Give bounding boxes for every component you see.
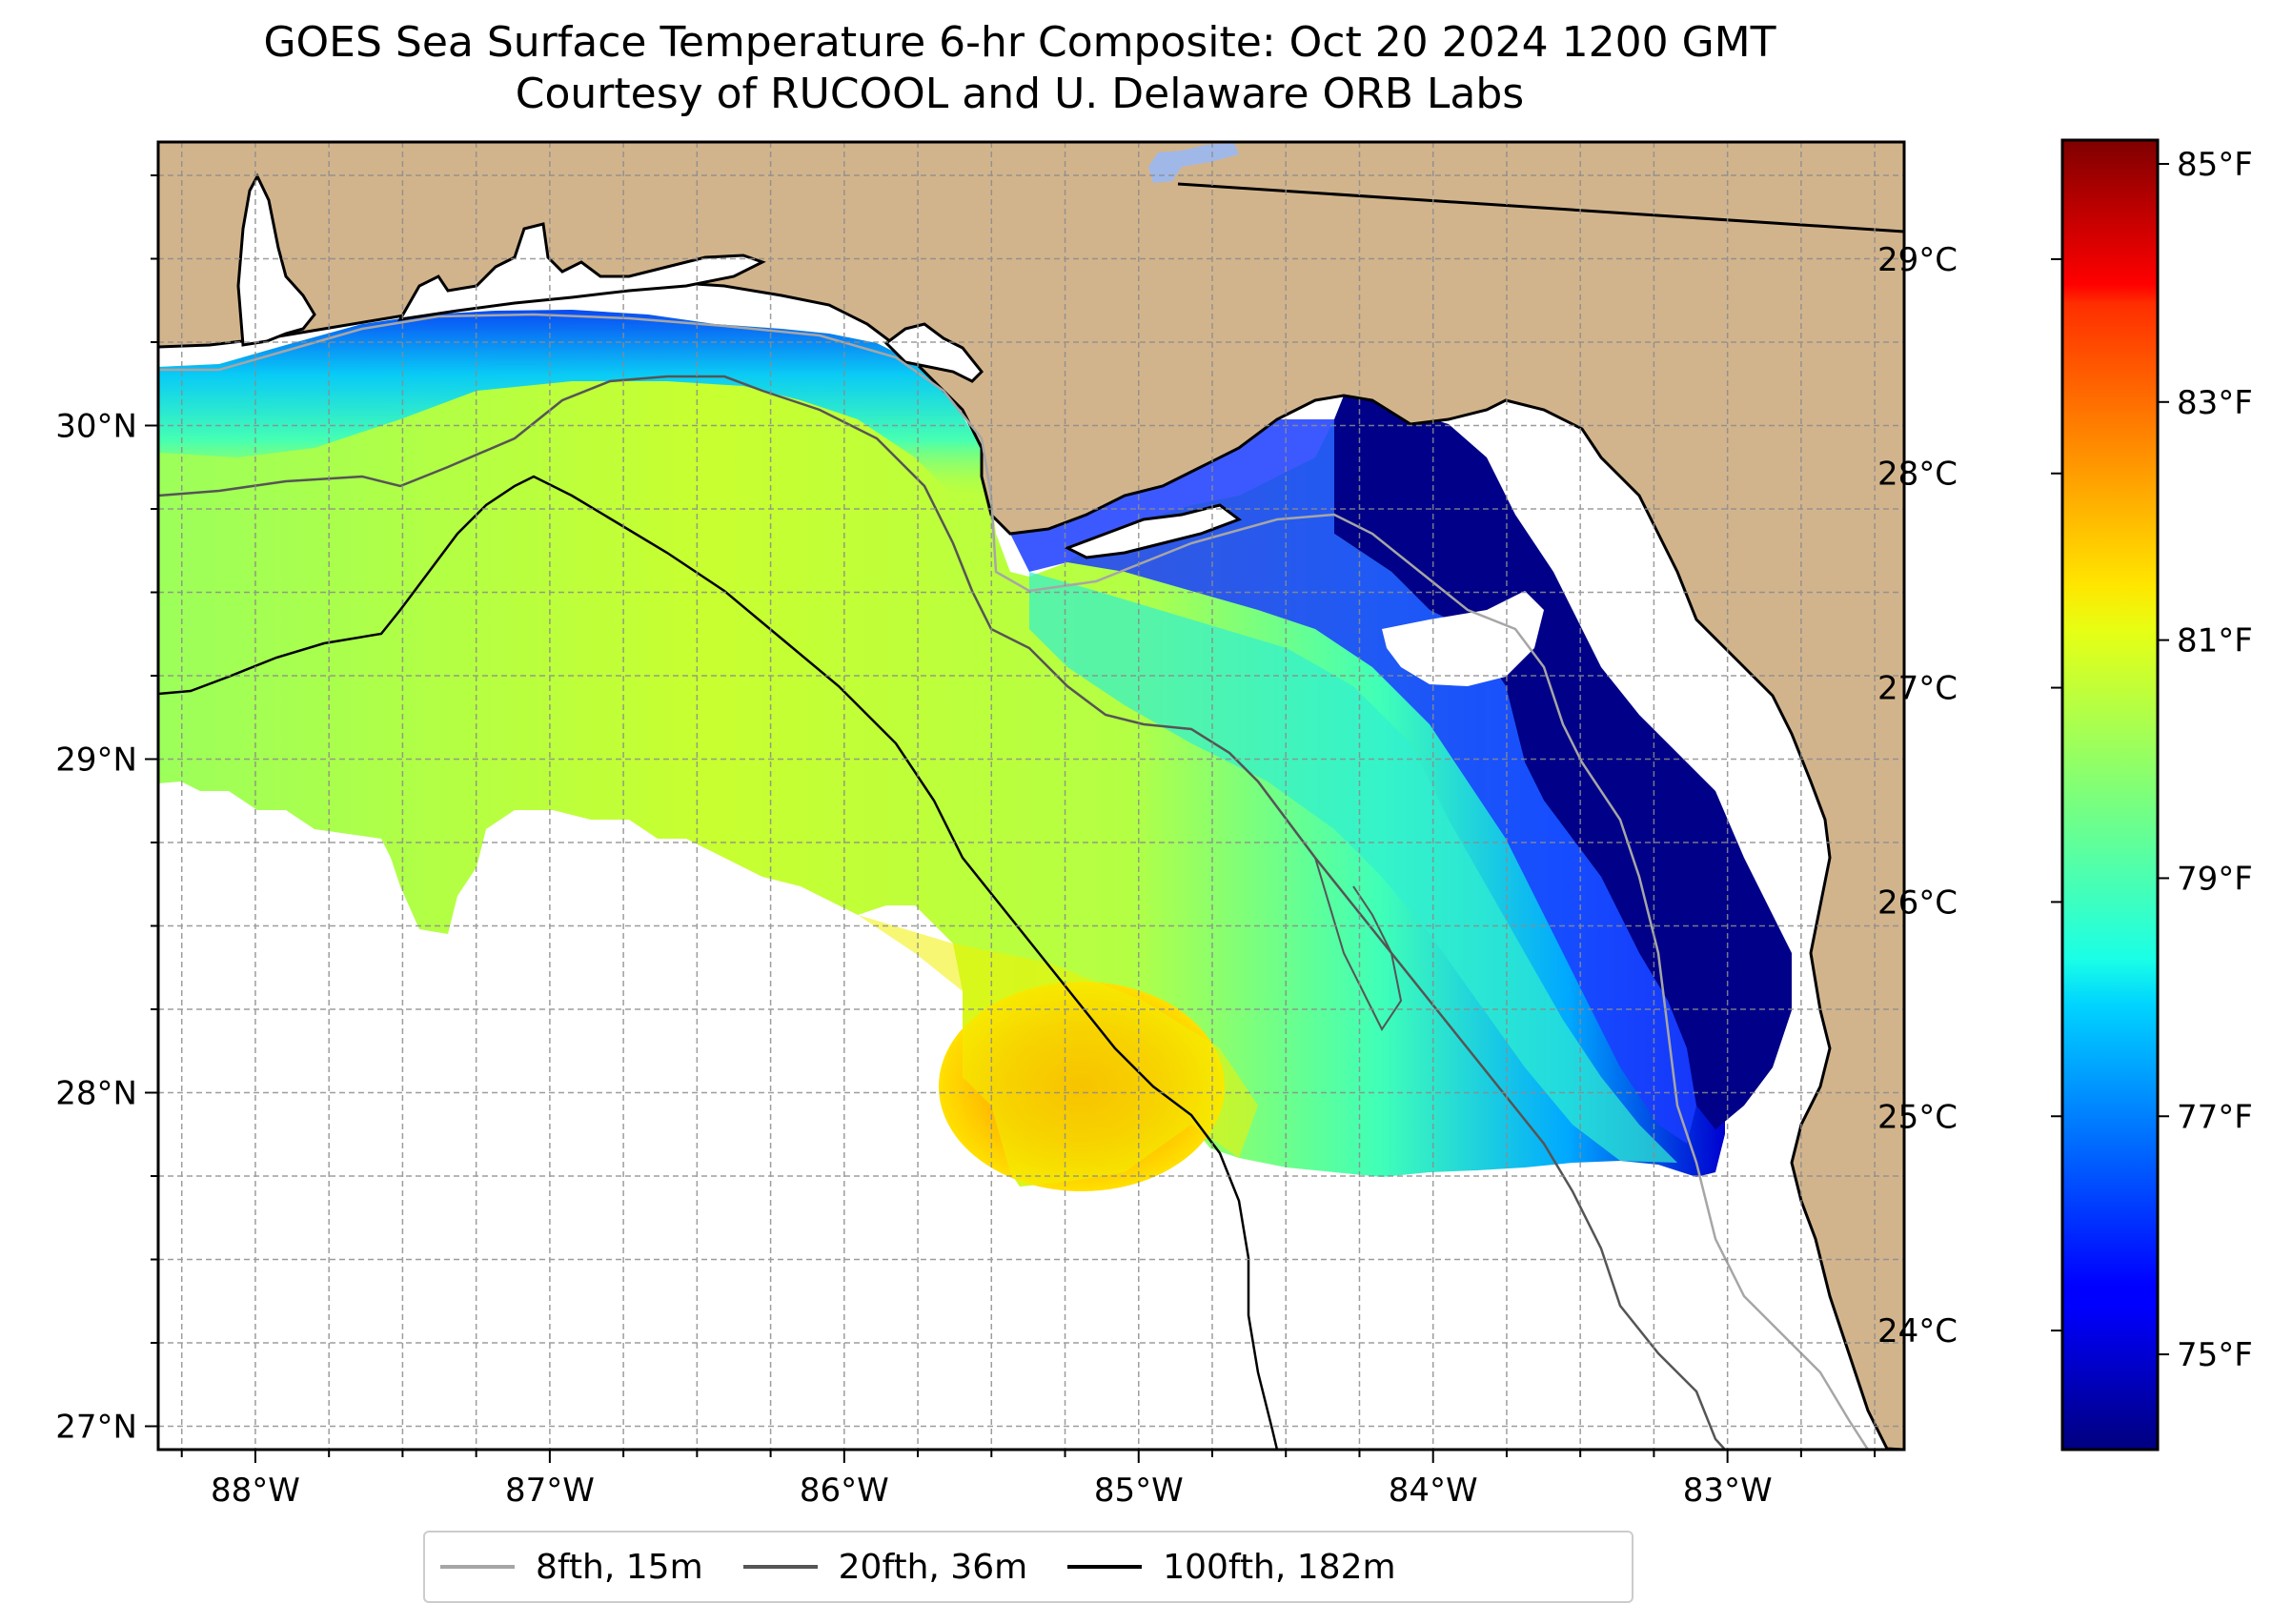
legend-line-182m (1067, 1565, 1143, 1569)
isobath-36m-shoals (1314, 857, 1403, 1031)
lon-tick-label: 83°W (1683, 1472, 1773, 1510)
colorbar-celsius-axis: 24°C 25°C 26°C 27°C 28°C 29°C (1877, 241, 2062, 1350)
lake-seminole (1148, 143, 1239, 183)
colorbar-c-label: 29°C (1877, 241, 1958, 279)
colorbar-f-label: 75°F (2177, 1336, 2253, 1374)
colorbar-f-label: 77°F (2177, 1098, 2253, 1136)
colorbar-f-label: 81°F (2177, 622, 2253, 660)
legend-label-182m: 100fth, 182m (1163, 1547, 1396, 1587)
lon-tick-label: 85°W (1094, 1472, 1184, 1510)
sst-yellow-zone (858, 915, 1258, 1187)
title-line-1: GOES Sea Surface Temperature 6-hr Compos… (263, 18, 1776, 67)
colorbar-c-label: 26°C (1877, 883, 1958, 922)
colorbar-c-label: 28°C (1877, 456, 1958, 494)
lat-tick-label: 28°N (55, 1075, 137, 1113)
gridlines (158, 142, 1904, 1450)
mobile-bay (236, 173, 316, 347)
sst-cyan-zone (1029, 572, 1677, 1163)
colorbar (2060, 138, 2160, 1451)
lon-tick-label: 87°W (505, 1472, 595, 1510)
colorbar-f-label: 83°F (2177, 384, 2253, 422)
cloud-gap (1382, 591, 1544, 686)
colorbar-fahrenheit-axis: 75°F 77°F 79°F 81°F 83°F 85°F (2158, 146, 2253, 1374)
lat-tick-label: 27°N (55, 1409, 137, 1447)
legend-line-15m (440, 1565, 515, 1569)
colorbar-c-label: 24°C (1877, 1312, 1958, 1350)
colorbar-f-label: 85°F (2177, 146, 2253, 184)
state-border (1177, 182, 1904, 233)
sst-nearshore-band (158, 310, 991, 496)
legend-label-15m: 8fth, 15m (536, 1547, 703, 1587)
isobath-15m (158, 313, 1870, 1450)
legend-line-36m (742, 1565, 818, 1569)
lat-tick-label: 30°N (55, 408, 137, 446)
isobath-182m (158, 475, 1279, 1450)
lon-tick-label: 86°W (800, 1472, 889, 1510)
lon-tick-label: 88°W (211, 1472, 300, 1510)
colorbar-f-label: 79°F (2177, 860, 2253, 898)
apalachicola-bay (1064, 503, 1243, 559)
lon-axis: 88°W 87°W 86°W 85°W 84°W 83°W (180, 1450, 1877, 1510)
lon-tick-label: 84°W (1389, 1472, 1478, 1510)
map-title: GOES Sea Surface Temperature 6-hr Compos… (0, 17, 2039, 120)
isobath-legend: 8fth, 15m 20fth, 36m 100fth, 182m (423, 1531, 1634, 1603)
legend-item-182m: 100fth, 182m (1067, 1547, 1396, 1587)
map-border (156, 140, 1906, 1451)
title-line-2: Courtesy of RUCOOL and U. Delaware ORB L… (515, 70, 1525, 118)
isobath-36m (158, 375, 1726, 1450)
legend-item-15m: 8fth, 15m (440, 1548, 703, 1587)
map-area (158, 142, 1904, 1450)
sst-bigbend-cold (1334, 396, 1792, 1129)
lat-axis: 27°N 28°N 29°N 30°N (55, 174, 158, 1447)
legend-label-36m: 20fth, 36m (838, 1547, 1028, 1587)
colorbar-c-label: 27°C (1877, 670, 1958, 708)
lat-tick-label: 29°N (55, 741, 137, 780)
colorbar-c-label: 25°C (1877, 1098, 1958, 1136)
legend-item-36m: 20fth, 36m (742, 1547, 1028, 1587)
